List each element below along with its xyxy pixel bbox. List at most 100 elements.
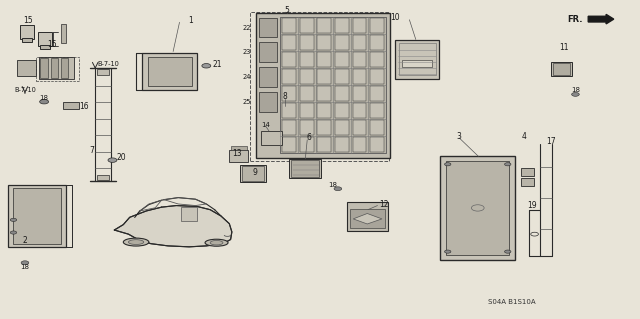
Bar	[317, 34, 331, 50]
Bar	[36, 57, 79, 81]
Text: 22: 22	[243, 25, 251, 31]
Text: 18: 18	[571, 87, 580, 93]
Text: 13: 13	[232, 149, 242, 158]
Bar	[353, 34, 366, 50]
Bar	[317, 52, 331, 67]
Bar	[353, 52, 366, 67]
Text: 23: 23	[243, 49, 251, 56]
Circle shape	[445, 163, 451, 166]
Bar	[300, 34, 314, 50]
Bar	[370, 86, 384, 101]
Circle shape	[334, 187, 342, 191]
Bar	[396, 40, 439, 78]
Bar	[335, 34, 349, 50]
Bar	[353, 103, 366, 118]
Bar	[553, 63, 570, 75]
Bar	[402, 60, 433, 67]
Text: 10: 10	[390, 13, 400, 22]
Text: 6: 6	[306, 133, 311, 142]
Ellipse shape	[210, 241, 223, 245]
Text: 3: 3	[457, 132, 461, 141]
Text: 17: 17	[547, 137, 556, 145]
Bar	[97, 69, 109, 75]
Bar	[300, 120, 314, 135]
Bar	[229, 150, 248, 162]
Bar	[282, 18, 296, 33]
Bar	[282, 69, 296, 84]
Text: 11: 11	[559, 43, 569, 52]
Bar	[440, 156, 515, 260]
Bar	[300, 52, 314, 67]
Bar	[282, 34, 296, 50]
Ellipse shape	[124, 238, 149, 246]
Bar	[353, 18, 366, 33]
Bar	[20, 26, 34, 39]
Bar	[282, 103, 296, 118]
Bar	[335, 52, 349, 67]
Bar	[291, 160, 319, 177]
Bar	[282, 120, 296, 135]
Bar	[282, 137, 296, 152]
Bar	[259, 92, 277, 112]
Text: 14: 14	[261, 122, 270, 128]
Ellipse shape	[129, 240, 144, 244]
Bar	[317, 137, 331, 152]
Bar	[51, 58, 58, 78]
Text: 9: 9	[252, 168, 257, 177]
Bar	[521, 178, 534, 186]
Bar	[370, 137, 384, 152]
Bar	[97, 175, 109, 181]
Bar	[317, 18, 331, 33]
Text: 15: 15	[47, 40, 56, 49]
Text: 1: 1	[189, 16, 193, 25]
Bar	[143, 53, 196, 90]
Circle shape	[10, 231, 17, 234]
Bar	[256, 13, 390, 158]
Circle shape	[504, 250, 511, 253]
Text: 8: 8	[282, 92, 287, 101]
Bar	[335, 137, 349, 152]
Text: FR.: FR.	[568, 15, 583, 24]
Text: 18: 18	[20, 264, 29, 270]
Bar	[17, 60, 36, 76]
Circle shape	[40, 100, 49, 104]
Bar	[353, 86, 366, 101]
Bar	[300, 86, 314, 101]
Bar	[289, 159, 321, 178]
Bar	[335, 103, 349, 118]
Polygon shape	[115, 205, 232, 247]
Text: 16: 16	[79, 102, 88, 111]
Bar	[370, 120, 384, 135]
Bar	[335, 18, 349, 33]
Text: 19: 19	[527, 201, 537, 210]
Text: 4: 4	[522, 132, 527, 141]
Bar	[300, 69, 314, 84]
Bar	[61, 58, 68, 78]
Bar	[180, 207, 196, 221]
Bar	[350, 209, 385, 228]
Text: 25: 25	[243, 99, 251, 105]
Bar	[22, 38, 32, 42]
Ellipse shape	[205, 239, 228, 246]
Bar	[370, 52, 384, 67]
Circle shape	[504, 163, 511, 166]
Bar	[148, 56, 191, 86]
Bar	[370, 34, 384, 50]
Text: 15: 15	[22, 16, 33, 25]
Circle shape	[10, 218, 17, 221]
Bar	[353, 120, 366, 135]
Bar	[240, 165, 266, 182]
Bar	[40, 58, 48, 78]
Bar	[259, 67, 277, 87]
Bar	[447, 161, 509, 255]
Circle shape	[572, 93, 579, 96]
Bar	[8, 185, 66, 247]
Bar	[353, 69, 366, 84]
Bar	[242, 166, 264, 181]
Text: 24: 24	[243, 74, 251, 80]
Text: S04A B1S10A: S04A B1S10A	[488, 299, 536, 305]
Bar	[38, 33, 52, 46]
Bar	[353, 137, 366, 152]
Bar	[347, 202, 388, 231]
Bar	[335, 69, 349, 84]
